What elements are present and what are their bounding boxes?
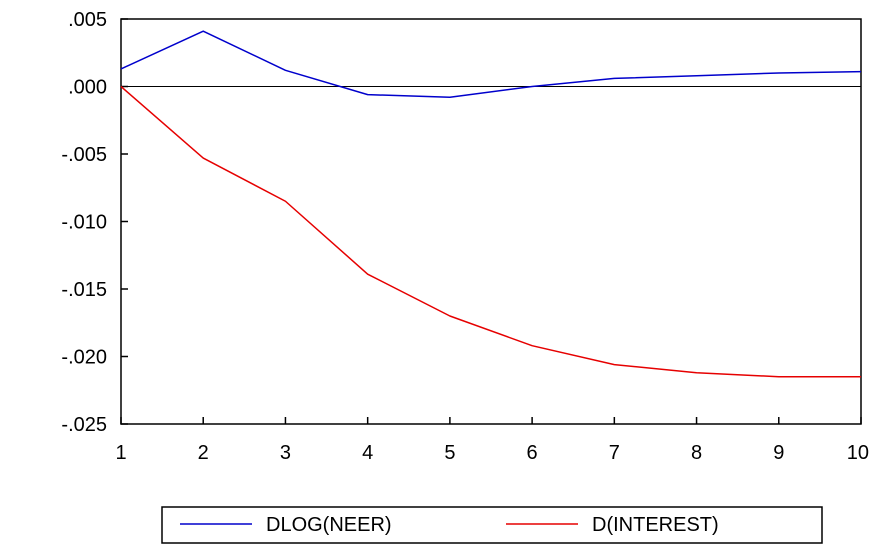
x-axis-ticks: 1 2 3 4 5 6 7 8 9 10 xyxy=(115,417,869,464)
series-line-d-interest xyxy=(120,85,861,378)
plot-frame xyxy=(120,18,862,425)
x-tick-label: 2 xyxy=(198,442,209,464)
y-tick-label: -.025 xyxy=(61,414,107,436)
y-tick-label: .005 xyxy=(68,9,107,31)
series-line-dlog-neer xyxy=(120,30,862,99)
x-tick-label: 4 xyxy=(362,442,373,464)
legend-label-d-interest: D(INTEREST) xyxy=(592,514,719,536)
x-tick-label: 3 xyxy=(280,442,291,464)
legend-label-dlog-neer: DLOG(NEER) xyxy=(266,514,392,536)
x-tick-label: 9 xyxy=(773,442,784,464)
x-tick-label: 7 xyxy=(609,442,620,464)
y-tick-label: -.010 xyxy=(61,212,107,234)
y-tick-label: -.020 xyxy=(61,347,107,369)
y-tick-label: .000 xyxy=(68,77,107,99)
x-tick-label: 8 xyxy=(691,442,702,464)
x-tick-label: 5 xyxy=(444,442,455,464)
y-axis-ticks: .005 .000 -.005 -.010 -.015 -.020 -.025 xyxy=(61,9,128,436)
legend: DLOG(NEER) D(INTEREST) xyxy=(161,506,823,544)
legend-box xyxy=(161,506,823,544)
x-tick-label: 1 xyxy=(115,442,126,464)
x-tick-label: 6 xyxy=(527,442,538,464)
y-tick-label: -.005 xyxy=(61,144,107,166)
y-tick-label: -.015 xyxy=(61,279,107,301)
x-tick-label: 10 xyxy=(847,442,869,464)
series-lines xyxy=(120,30,862,378)
